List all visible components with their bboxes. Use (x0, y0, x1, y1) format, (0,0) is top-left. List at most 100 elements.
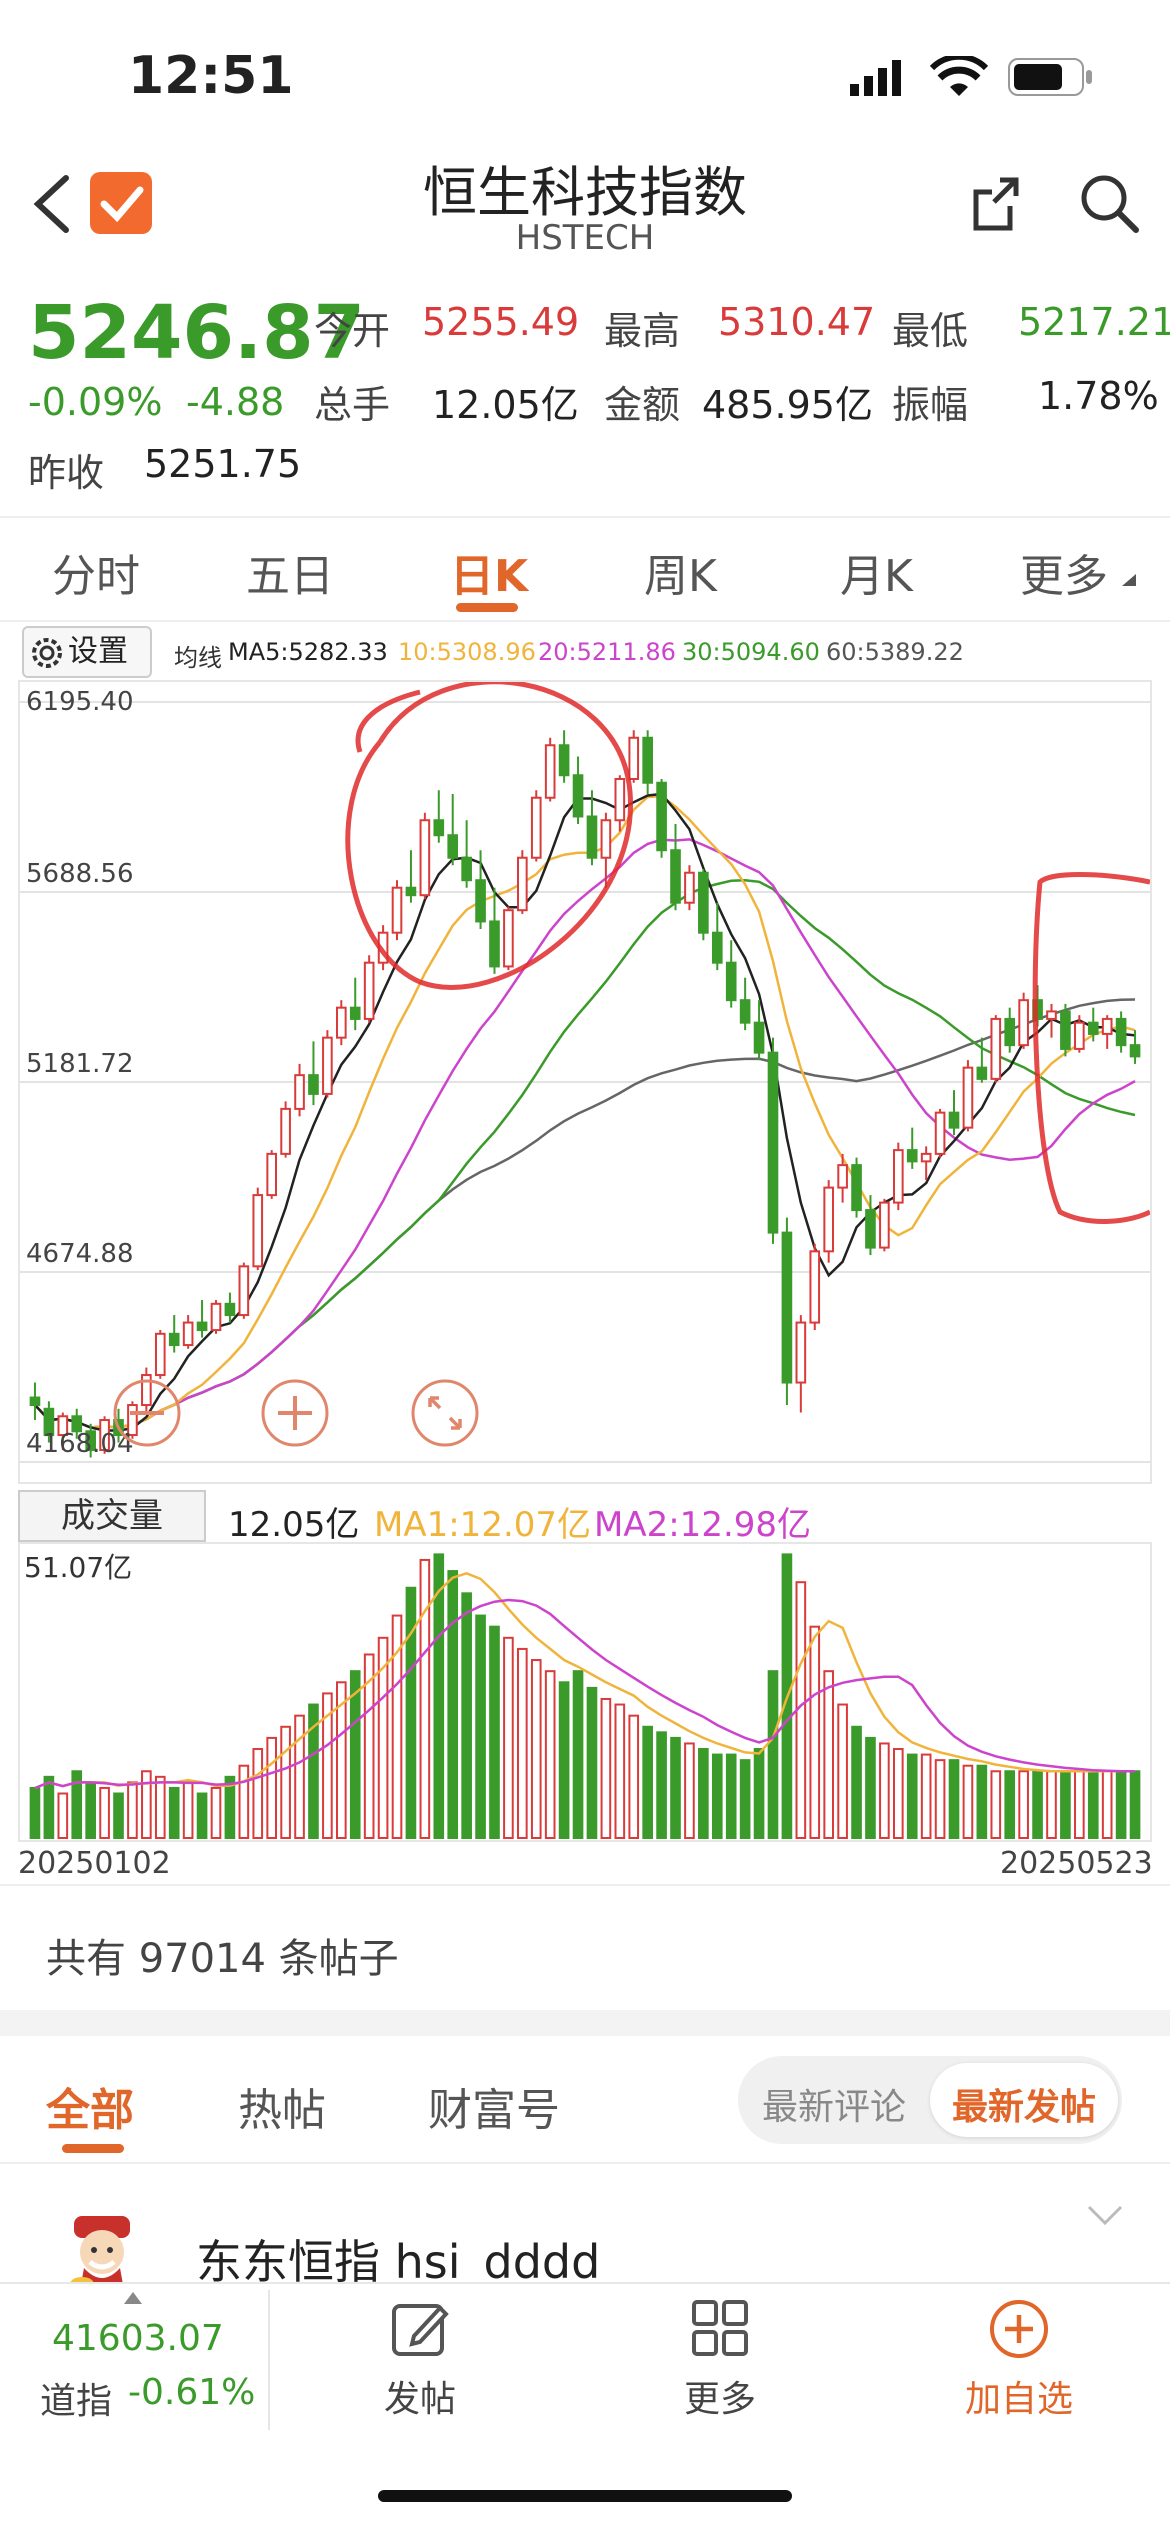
volume-bar (1032, 1770, 1043, 1839)
filter-tab-all[interactable]: 全部 (46, 2085, 134, 2136)
volume-bar (1018, 1770, 1029, 1839)
ticker-name[interactable]: 道指 (40, 2381, 113, 2422)
active-tab-indicator (456, 603, 518, 612)
candle (1115, 1017, 1127, 1047)
post-author[interactable]: 东东恒指 hsi_dddd (196, 2235, 601, 2289)
gear-icon (32, 638, 62, 668)
y-tick-label: 5688.56 (26, 859, 134, 889)
volume-bar (280, 1725, 291, 1839)
search-icon[interactable] (1078, 172, 1142, 236)
candle (127, 1404, 138, 1437)
compose-icon[interactable] (390, 2298, 450, 2358)
page-subtitle: HSTECH (515, 218, 655, 258)
candle (739, 999, 751, 1024)
amount-value: 485.95亿 (702, 383, 873, 427)
ma30-value: 30:5094.60 (682, 638, 820, 666)
tab-more[interactable]: 更多 (1020, 551, 1108, 602)
y-tick-label: 4674.88 (26, 1239, 134, 1269)
volume-bar (628, 1714, 640, 1839)
volume-bar (725, 1753, 737, 1839)
low-value: 5217.21 (1018, 300, 1170, 344)
tab-daily-k[interactable]: 日K (450, 551, 529, 602)
zoom-out-icon[interactable] (112, 1378, 182, 1448)
volume-bar (99, 1786, 110, 1840)
candle (1018, 999, 1029, 1047)
volume-bar (1060, 1770, 1071, 1839)
amplitude-label: 振幅 (892, 383, 969, 427)
volume-bar (85, 1781, 96, 1840)
candle (823, 1186, 835, 1253)
candle (851, 1164, 862, 1212)
grid-menu-icon[interactable] (690, 2298, 750, 2358)
fullscreen-icon[interactable] (410, 1378, 480, 1448)
candle (642, 736, 653, 784)
candle (489, 920, 500, 968)
battery-icon (1008, 58, 1092, 96)
candle (238, 1265, 250, 1317)
caret-down-icon (1122, 574, 1136, 586)
high-value: 5310.47 (718, 300, 876, 344)
volume-indicator-button[interactable]: 成交量 (18, 1490, 206, 1542)
candle (322, 1036, 333, 1095)
tab-monthly-k[interactable]: 月K (840, 551, 913, 602)
candle (447, 834, 459, 859)
settings-label: 设置 (68, 634, 128, 669)
annotation-circle (345, 682, 633, 990)
tab-intraday[interactable]: 分时 (52, 551, 140, 602)
ma-prefix: 均线 (174, 644, 222, 672)
volume-bar (377, 1636, 389, 1840)
checked-watchlist-icon[interactable] (90, 172, 152, 234)
candle (962, 1066, 974, 1129)
candle (725, 961, 737, 1002)
candle (1101, 1017, 1113, 1035)
volume-bar (962, 1764, 974, 1839)
y-tick-label: 5181.72 (26, 1049, 134, 1079)
candle (1087, 1021, 1099, 1035)
volume-bar (168, 1786, 180, 1840)
candle (349, 1006, 361, 1020)
settings-button[interactable]: 设置 (22, 626, 152, 678)
candle (572, 774, 584, 818)
volume-bar (489, 1625, 500, 1839)
more-button-label[interactable]: 更多 (683, 2379, 756, 2420)
post-button-label[interactable]: 发帖 (383, 2379, 456, 2420)
volume-bar (196, 1792, 208, 1839)
candle (544, 744, 556, 799)
candle (1129, 1044, 1141, 1058)
tab-five-day[interactable]: 五日 (246, 551, 334, 602)
sort-latest-comment[interactable]: 最新评论 (762, 2087, 907, 2128)
volume-chart[interactable] (18, 1542, 1152, 1842)
ticker-value[interactable]: 41603.07 (52, 2318, 224, 2359)
volume-bar (127, 1781, 138, 1840)
candle (433, 819, 445, 837)
volume-bar (71, 1770, 83, 1839)
sort-latest-post[interactable]: 最新发帖 (952, 2087, 1097, 2128)
divider (0, 620, 1170, 622)
volume-bar (1101, 1770, 1113, 1839)
zoom-in-icon[interactable] (260, 1378, 330, 1448)
chevron-down-icon[interactable] (1086, 2204, 1124, 2226)
filter-tab-wealth[interactable]: 财富号 (428, 2085, 560, 2136)
volume-bar (851, 1725, 862, 1839)
add-watchlist-label[interactable]: 加自选 (964, 2379, 1073, 2420)
volume-bar (809, 1625, 821, 1839)
share-icon[interactable] (970, 172, 1032, 236)
candle (294, 1074, 305, 1110)
volume-bar (976, 1764, 988, 1839)
volume-bar (29, 1786, 41, 1840)
candlestick-chart[interactable]: 6195.40 5688.56 5181.72 4674.88 4168.04 (18, 680, 1152, 1484)
volume-bar (1074, 1770, 1085, 1839)
back-icon[interactable] (30, 172, 74, 236)
ticker-change[interactable]: -0.61% (128, 2372, 256, 2413)
add-watchlist-icon[interactable] (988, 2298, 1050, 2360)
section-gap (0, 2010, 1170, 2036)
ma20-value: 20:5211.86 (538, 638, 676, 666)
volume-bar (238, 1764, 250, 1839)
high-label: 最高 (604, 309, 681, 353)
tab-weekly-k[interactable]: 周K (644, 551, 717, 602)
filter-tab-hot[interactable]: 热帖 (238, 2085, 326, 2136)
candle (57, 1415, 69, 1437)
candle (892, 1149, 904, 1204)
open-label: 今开 (314, 309, 391, 353)
volume-bar (879, 1742, 890, 1839)
